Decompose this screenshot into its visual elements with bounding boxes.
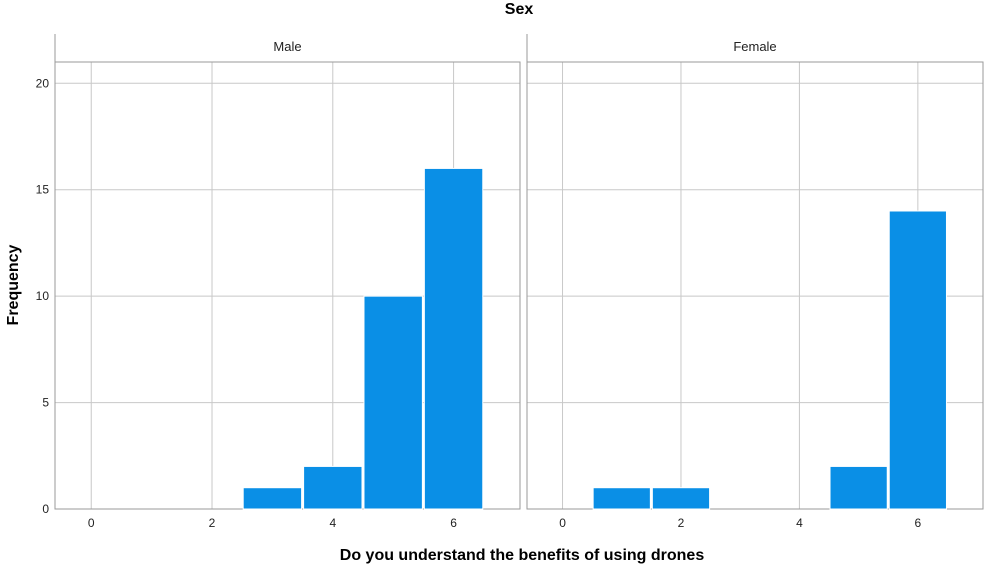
y-tick-label: 20: [36, 76, 50, 90]
plot-frame: [526, 61, 984, 510]
x-tick-label: 0: [559, 516, 566, 530]
chart-title: Sex: [505, 1, 534, 18]
panel-title: Female: [733, 39, 776, 54]
x-tick-label: 2: [678, 516, 685, 530]
x-axis-title: Do you understand the benefits of using …: [340, 547, 705, 564]
x-tick-label: 4: [796, 516, 803, 530]
y-tick-label: 10: [36, 289, 50, 303]
y-tick-label: 0: [42, 502, 49, 516]
x-tick-label: 6: [915, 516, 922, 530]
bar: [303, 465, 363, 510]
y-axis-title: Frequency: [5, 244, 22, 325]
bar: [592, 487, 651, 510]
bar: [363, 295, 423, 510]
panel-female: Female 0 2 4 6: [526, 34, 984, 530]
x-tick-label: 2: [209, 516, 216, 530]
bar: [829, 465, 888, 510]
bar: [423, 167, 484, 510]
panel-title: Male: [273, 39, 301, 54]
x-tick-label: 0: [88, 516, 95, 530]
x-tick-label: 6: [450, 516, 457, 530]
y-tick-label: 15: [36, 183, 50, 197]
y-tick-label: 5: [42, 396, 49, 410]
panels: Male 0 2 4 6 0 5 10 15 20 Female 0 2 4 6: [36, 34, 984, 530]
bar: [651, 487, 711, 510]
bar: [888, 210, 947, 510]
panel-male: Male 0 2 4 6 0 5 10 15 20: [36, 34, 521, 530]
bar: [242, 487, 303, 510]
x-tick-label: 4: [329, 516, 336, 530]
